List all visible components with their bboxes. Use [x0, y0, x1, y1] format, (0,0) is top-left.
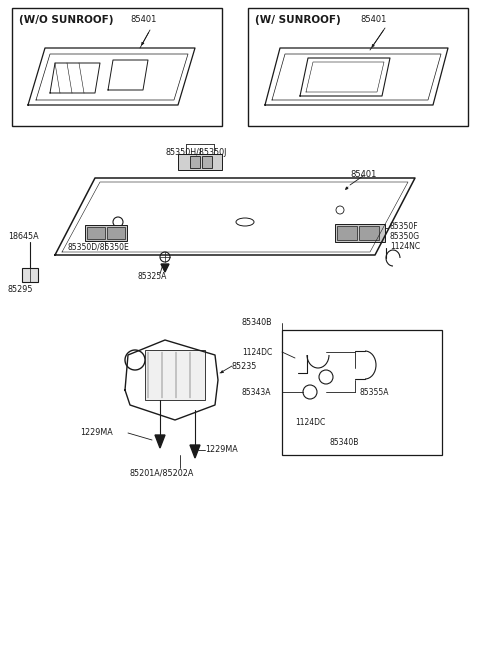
Bar	[85, 225, 127, 241]
Text: 85343A: 85343A	[242, 388, 272, 397]
Text: 85350G: 85350G	[390, 232, 420, 241]
Text: 85350H/85350J: 85350H/85350J	[165, 148, 227, 157]
Text: 1124DC: 1124DC	[242, 348, 272, 357]
Text: 85350D/85350E: 85350D/85350E	[68, 242, 130, 251]
Polygon shape	[155, 435, 165, 448]
Bar	[282, 330, 442, 455]
Bar	[190, 156, 200, 168]
Bar	[337, 226, 357, 240]
Text: (W/O SUNROOF): (W/O SUNROOF)	[19, 15, 113, 25]
Bar	[178, 154, 222, 170]
Bar	[87, 227, 105, 239]
Text: 85340B: 85340B	[330, 438, 360, 447]
Text: 85401: 85401	[360, 15, 386, 24]
Bar	[145, 350, 205, 400]
Text: 1229MA: 1229MA	[205, 445, 238, 454]
Text: 85401: 85401	[130, 15, 156, 24]
Text: 1124NC: 1124NC	[390, 242, 420, 251]
Bar	[22, 268, 38, 282]
Polygon shape	[161, 264, 169, 272]
Bar	[12, 8, 222, 126]
Text: 1124DC: 1124DC	[295, 418, 325, 427]
Polygon shape	[190, 445, 200, 458]
Bar	[202, 156, 212, 168]
Text: 85325A: 85325A	[138, 272, 168, 281]
Text: (W/ SUNROOF): (W/ SUNROOF)	[255, 15, 341, 25]
Text: 85401: 85401	[350, 170, 376, 179]
Text: 85235: 85235	[232, 362, 257, 371]
Bar	[248, 8, 468, 126]
Text: 85201A/85202A: 85201A/85202A	[130, 468, 194, 477]
Bar	[359, 226, 379, 240]
Text: 85295: 85295	[8, 285, 34, 294]
Text: 85350F: 85350F	[390, 222, 419, 231]
Bar	[335, 224, 385, 242]
Text: 85340B: 85340B	[242, 318, 273, 327]
Text: 1229MA: 1229MA	[80, 428, 113, 437]
Text: 85355A: 85355A	[360, 388, 389, 397]
Text: 18645A: 18645A	[8, 232, 38, 241]
Bar	[107, 227, 125, 239]
